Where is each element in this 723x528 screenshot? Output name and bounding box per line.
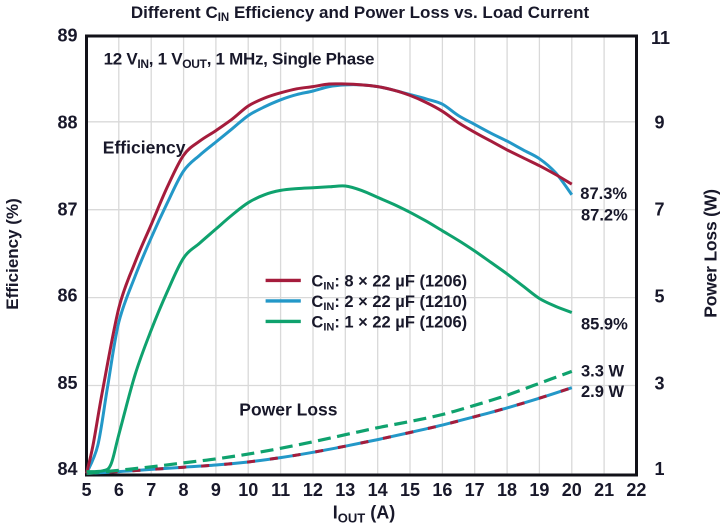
- svg-text:89: 89: [57, 25, 77, 45]
- svg-text:22: 22: [626, 480, 646, 500]
- svg-text:13: 13: [335, 480, 355, 500]
- svg-text:5: 5: [81, 480, 91, 500]
- svg-text:21: 21: [594, 480, 614, 500]
- svg-text:Power Loss (W): Power Loss (W): [701, 189, 721, 317]
- svg-text:18: 18: [497, 480, 517, 500]
- svg-text:85.9%: 85.9%: [581, 316, 628, 334]
- svg-text:11: 11: [271, 480, 290, 500]
- svg-text:87.3%: 87.3%: [580, 185, 627, 203]
- svg-text:12: 12: [303, 480, 323, 500]
- svg-text:85: 85: [57, 373, 77, 393]
- svg-text:3.3 W: 3.3 W: [581, 363, 625, 381]
- svg-text:Power Loss: Power Loss: [239, 400, 337, 420]
- svg-text:9: 9: [211, 480, 221, 500]
- svg-text:CIN​: 8 × 22 µF (1206): CIN​: 8 × 22 µF (1206): [311, 272, 467, 292]
- svg-text:20: 20: [562, 480, 582, 500]
- svg-text:86: 86: [57, 286, 77, 306]
- svg-text:16: 16: [432, 480, 452, 500]
- svg-text:1: 1: [655, 459, 665, 479]
- svg-text:10: 10: [238, 480, 258, 500]
- svg-text:CIN​: 2 × 22 µF (1210): CIN​: 2 × 22 µF (1210): [311, 293, 467, 313]
- svg-text:8: 8: [179, 480, 189, 500]
- svg-text:9: 9: [655, 113, 665, 133]
- svg-text:11: 11: [651, 28, 670, 48]
- svg-text:Efficiency: Efficiency: [103, 138, 186, 158]
- svg-text:19: 19: [529, 480, 549, 500]
- svg-text:12 VIN​, 1 VOUT​, 1 MHz, Singl: 12 VIN​, 1 VOUT​, 1 MHz, Single Phase: [104, 50, 375, 72]
- svg-text:87: 87: [57, 199, 77, 219]
- svg-text:88: 88: [57, 112, 77, 132]
- svg-text:6: 6: [114, 480, 124, 500]
- svg-text:3: 3: [655, 374, 665, 394]
- svg-text:5: 5: [655, 287, 665, 307]
- svg-text:CIN​: 1 × 22 µF (1206): CIN​: 1 × 22 µF (1206): [311, 313, 467, 333]
- svg-text:14: 14: [368, 480, 388, 500]
- svg-text:15: 15: [400, 480, 420, 500]
- svg-text:7: 7: [655, 200, 665, 220]
- svg-text:84: 84: [57, 459, 77, 479]
- svg-text:87.2%: 87.2%: [581, 206, 628, 224]
- svg-text:Different CIN​ Efficiency and: Different CIN​ Efficiency and Power Loss…: [131, 3, 590, 24]
- svg-text:17: 17: [465, 480, 485, 500]
- svg-text:2.9 W: 2.9 W: [581, 383, 625, 401]
- svg-text:IOUT​ (A): IOUT​ (A): [333, 503, 395, 526]
- svg-text:Efficiency (%): Efficiency (%): [3, 198, 22, 309]
- svg-text:7: 7: [146, 480, 156, 500]
